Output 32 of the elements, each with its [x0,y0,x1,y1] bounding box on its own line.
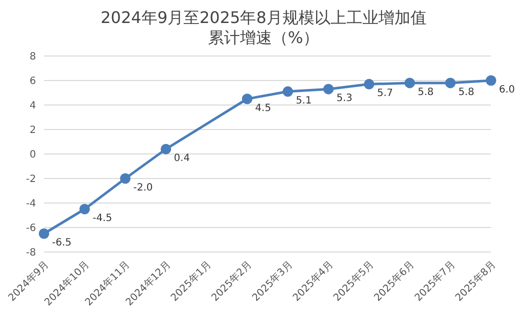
data-label: 6.0 [499,84,515,96]
point [120,173,131,184]
point [160,144,172,154]
data-label: 5.8 [418,86,434,98]
point [79,204,90,214]
data-label: 5.8 [458,86,474,98]
point [38,228,50,239]
y-tick-label: -4 [26,198,36,210]
y-tick-label: -2 [26,174,36,186]
y-tick-label: 0 [30,150,36,161]
data-label: 4.5 [255,102,272,114]
chart-title: 2024年9月至2025年8月规模以上工业增加值累计增速（%） [100,8,428,48]
data-label: 5.3 [336,93,352,104]
y-tick-label: -8 [26,248,36,259]
point [364,78,374,90]
y-tick-label: 2 [30,125,36,136]
data-label: 5.7 [377,88,393,100]
point [445,78,456,88]
data-label: -6.5 [52,238,72,249]
point [282,86,294,97]
y-tick-label: 8 [30,52,36,63]
point [242,94,252,104]
data-label: -4.5 [92,213,112,224]
point [323,84,334,94]
data-label: 0.4 [174,153,190,164]
data-label: -2.0 [133,182,153,194]
y-tick-label: 4 [30,100,36,112]
data-label: 5.1 [296,96,312,107]
y-tick-label: -6 [26,223,36,234]
y-tick-label: 6 [30,76,36,88]
point [486,75,496,86]
point [404,78,415,88]
